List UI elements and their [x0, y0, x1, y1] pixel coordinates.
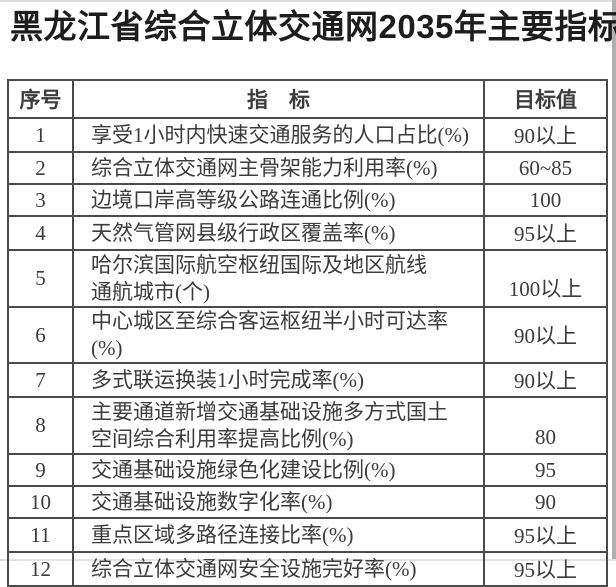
target-value-cell: 100以上 [483, 249, 608, 308]
row-number: 5 [7, 249, 74, 308]
indicator-cell: 交通基础设施数字化率(%) [72, 485, 485, 519]
target-value-cell: 95以上 [483, 517, 608, 553]
row-number: 11 [7, 517, 74, 553]
page-title: 黑龙江省综合立体交通网2035年主要指标表 [10, 8, 616, 45]
row-number: 2 [7, 151, 74, 185]
header-indicator: 指 标 [72, 79, 485, 119]
indicator-cell: 主要通道新增交通基础设施多方式国土 空间综合利用率提高比例(%) [72, 396, 485, 455]
indicator-cell: 综合立体交通网安全设施完好率(%) [72, 551, 485, 587]
target-value-cell: 90 [483, 485, 608, 519]
table-row: 10 交通基础设施数字化率(%) 90 [7, 485, 608, 519]
row-number: 9 [7, 453, 74, 487]
target-value-cell: 60~85 [483, 151, 608, 185]
table-row: 1 享受1小时内快速交通服务的人口占比(%) 90以上 [7, 117, 608, 153]
row-number: 12 [7, 551, 74, 587]
row-number: 4 [7, 215, 74, 251]
indicator-cell: 多式联运换装1小时完成率(%) [72, 362, 485, 398]
row-number: 6 [7, 306, 74, 364]
row-number: 8 [7, 396, 74, 455]
indicator-table: 序号 指 标 目标值 1 享受1小时内快速交通服务的人口占比(%) 90以上 2… [7, 79, 608, 587]
header-no: 序号 [7, 79, 74, 119]
page-edge-top [0, 0, 616, 2]
target-value-cell: 95以上 [483, 215, 608, 251]
table-row: 4 天然气管网县级行政区覆盖率(%) 95以上 [7, 215, 608, 251]
target-value-cell: 95以上 [483, 551, 608, 587]
target-value-cell: 80 [483, 396, 608, 455]
table-row: 3 边境口岸高等级公路连通比例(%) 100 [7, 183, 608, 217]
table-row: 12 综合立体交通网安全设施完好率(%) 95以上 [7, 551, 608, 587]
page-edge-right [612, 0, 616, 561]
indicator-cell: 边境口岸高等级公路连通比例(%) [72, 183, 485, 217]
indicator-cell: 中心城区至综合客运枢纽半小时可达率(%) [72, 306, 485, 364]
table-row: 7 多式联运换装1小时完成率(%) 90以上 [7, 362, 608, 398]
table-row: 9 交通基础设施绿色化建设比例(%) 95 [7, 453, 608, 487]
indicator-cell: 哈尔滨国际航空枢纽国际及地区航线 通航城市(个) [72, 249, 485, 308]
target-value-cell: 90以上 [483, 362, 608, 398]
indicator-cell: 享受1小时内快速交通服务的人口占比(%) [72, 117, 485, 153]
target-value-cell: 95 [483, 453, 608, 487]
indicator-cell: 综合立体交通网主骨架能力利用率(%) [72, 151, 485, 185]
row-number: 10 [7, 485, 74, 519]
row-number: 1 [7, 117, 74, 153]
table-row: 11 重点区域多路径连接比率(%) 95以上 [7, 517, 608, 553]
header-row: 序号 指 标 目标值 [7, 79, 608, 119]
table-row: 5 哈尔滨国际航空枢纽国际及地区航线 通航城市(个) 100以上 [7, 249, 608, 308]
row-number: 7 [7, 362, 74, 398]
indicator-cell: 交通基础设施绿色化建设比例(%) [72, 453, 485, 487]
target-value-cell: 100 [483, 183, 608, 217]
target-value-cell: 90以上 [483, 117, 608, 153]
header-target: 目标值 [483, 79, 608, 119]
table-row: 6 中心城区至综合客运枢纽半小时可达率(%) 90以上 [7, 306, 608, 364]
indicator-cell: 重点区域多路径连接比率(%) [72, 517, 485, 553]
target-value-cell: 90以上 [483, 306, 608, 364]
row-number: 3 [7, 183, 74, 217]
table-row: 2 综合立体交通网主骨架能力利用率(%) 60~85 [7, 151, 608, 185]
indicator-cell: 天然气管网县级行政区覆盖率(%) [72, 215, 485, 251]
table-row: 8 主要通道新增交通基础设施多方式国土 空间综合利用率提高比例(%) 80 [7, 396, 608, 455]
